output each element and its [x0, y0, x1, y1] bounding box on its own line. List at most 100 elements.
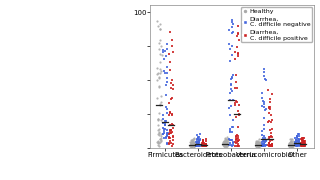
- Point: [256, 140, 261, 142]
- Point: [201, 145, 206, 148]
- Point: [266, 141, 271, 144]
- Point: [165, 143, 170, 146]
- Point: [255, 141, 260, 144]
- Point: [294, 140, 299, 143]
- Point: [169, 98, 174, 100]
- Point: [202, 145, 207, 147]
- Point: [294, 143, 299, 146]
- Point: [188, 143, 193, 146]
- Point: [260, 144, 265, 147]
- Point: [264, 138, 269, 141]
- Point: [256, 145, 261, 147]
- Point: [159, 132, 164, 135]
- Point: [155, 20, 160, 23]
- Point: [268, 101, 273, 103]
- Point: [195, 138, 200, 140]
- Point: [297, 134, 302, 137]
- Point: [268, 144, 273, 147]
- Point: [201, 142, 206, 145]
- Point: [159, 135, 164, 138]
- Point: [262, 140, 267, 143]
- Point: [261, 141, 267, 144]
- Point: [156, 128, 161, 131]
- Point: [171, 50, 176, 53]
- Point: [225, 138, 230, 141]
- Point: [254, 144, 259, 147]
- Point: [260, 99, 265, 102]
- Point: [155, 118, 160, 121]
- Point: [254, 141, 259, 144]
- Point: [257, 142, 262, 145]
- Point: [301, 141, 306, 143]
- Point: [256, 143, 261, 146]
- Point: [300, 143, 305, 146]
- Point: [156, 111, 162, 114]
- Point: [192, 138, 197, 140]
- Point: [233, 100, 238, 102]
- Point: [196, 144, 202, 147]
- Point: [194, 140, 199, 143]
- Point: [202, 143, 207, 146]
- Point: [170, 134, 175, 137]
- Point: [203, 145, 208, 147]
- Point: [156, 142, 161, 145]
- Point: [258, 145, 263, 147]
- Point: [192, 144, 197, 147]
- Point: [223, 140, 228, 143]
- Point: [171, 142, 176, 145]
- Point: [292, 143, 297, 146]
- Point: [165, 76, 170, 79]
- Point: [189, 143, 194, 146]
- Point: [225, 137, 230, 140]
- Point: [300, 144, 305, 147]
- Point: [233, 136, 238, 139]
- Point: [156, 133, 161, 136]
- Point: [194, 144, 199, 147]
- Point: [161, 127, 166, 130]
- Point: [160, 132, 165, 135]
- Point: [293, 143, 298, 146]
- Point: [200, 140, 205, 143]
- Point: [260, 97, 265, 100]
- Point: [234, 138, 239, 141]
- Point: [299, 144, 304, 147]
- Point: [236, 142, 241, 145]
- Point: [294, 145, 299, 147]
- Point: [157, 85, 162, 87]
- Point: [200, 144, 205, 147]
- Point: [295, 140, 300, 143]
- Point: [194, 143, 199, 146]
- Point: [257, 145, 262, 147]
- Point: [196, 142, 201, 145]
- Point: [229, 77, 234, 80]
- Point: [260, 143, 265, 145]
- Point: [257, 141, 262, 144]
- Point: [292, 141, 298, 143]
- Point: [189, 138, 195, 141]
- Point: [188, 143, 194, 146]
- Point: [257, 143, 262, 146]
- Point: [169, 112, 174, 115]
- Point: [169, 78, 174, 81]
- Point: [194, 143, 199, 146]
- Point: [300, 139, 305, 141]
- Point: [197, 139, 202, 142]
- Point: [298, 143, 303, 146]
- Point: [255, 144, 260, 147]
- Point: [289, 143, 294, 146]
- Point: [290, 142, 295, 145]
- Point: [225, 138, 230, 141]
- Point: [256, 137, 261, 140]
- Point: [299, 140, 304, 143]
- Point: [289, 144, 294, 147]
- Point: [299, 138, 304, 141]
- Point: [223, 139, 228, 142]
- Point: [229, 87, 234, 90]
- Point: [158, 44, 163, 47]
- Point: [157, 104, 163, 107]
- Point: [159, 53, 164, 56]
- Point: [161, 58, 166, 61]
- Point: [194, 141, 199, 143]
- Point: [228, 92, 233, 94]
- Point: [288, 138, 293, 141]
